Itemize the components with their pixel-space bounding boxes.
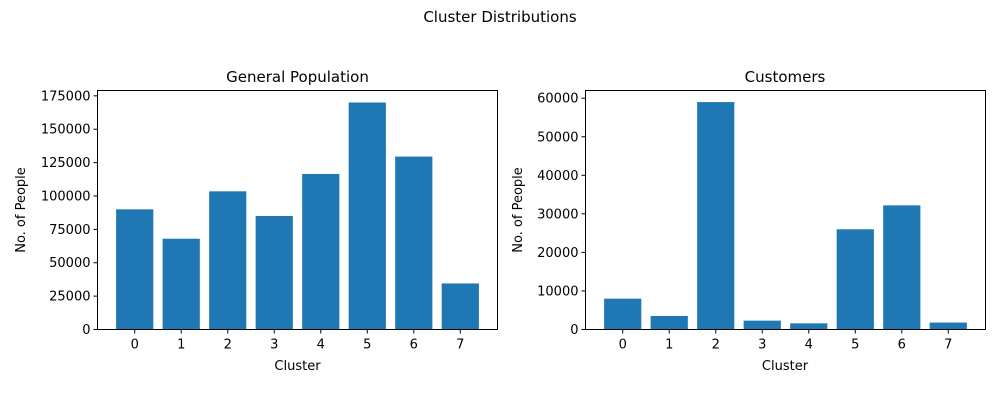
x-tick-label: 0 — [131, 338, 139, 353]
bar-cluster-1 — [650, 316, 688, 330]
y-tick-label: 75000 — [49, 223, 90, 238]
general-population-chart: General Population Cluster No. of People… — [14, 68, 498, 374]
bar-cluster-5 — [348, 102, 386, 330]
x-ticks-group: 0 1 2 3 4 5 6 7 — [619, 329, 952, 353]
plot-frame — [97, 90, 498, 330]
y-tick-label: 20000 — [537, 246, 578, 261]
x-tick-label: 3 — [758, 338, 766, 353]
y-axis-label: No. of People — [511, 167, 526, 253]
y-tick-label: 125000 — [41, 156, 91, 171]
x-tick-label: 5 — [851, 338, 859, 353]
y-axis-label: No. of People — [14, 167, 29, 253]
x-tick-label: 6 — [898, 338, 906, 353]
x-tick-label: 7 — [944, 338, 952, 353]
x-axis-label: Cluster — [762, 359, 809, 374]
y-tick-label: 175000 — [41, 89, 91, 104]
y-tick-label: 50000 — [49, 256, 90, 271]
plot-frame — [585, 90, 986, 330]
x-axis-label: Cluster — [274, 359, 321, 374]
bar-cluster-1 — [162, 238, 200, 330]
bar-cluster-2 — [697, 102, 735, 330]
bar-cluster-7 — [929, 322, 967, 330]
bar-cluster-3 — [255, 216, 293, 330]
bar-cluster-7 — [441, 283, 479, 330]
y-tick-label: 150000 — [41, 123, 91, 138]
x-tick-label: 1 — [177, 338, 185, 353]
y-tick-label: 60000 — [537, 92, 578, 107]
bar-cluster-0 — [116, 209, 154, 330]
x-tick-label: 4 — [317, 338, 325, 353]
y-tick-label: 25000 — [49, 290, 90, 305]
bar-cluster-3 — [743, 320, 781, 330]
x-tick-label: 3 — [270, 338, 278, 353]
y-tick-label: 100000 — [41, 189, 91, 204]
x-tick-label: 6 — [410, 338, 418, 353]
y-tick-label: 0 — [570, 323, 578, 338]
x-tick-label: 5 — [363, 338, 371, 353]
x-tick-label: 2 — [712, 338, 720, 353]
x-tick-label: 0 — [619, 338, 627, 353]
x-tick-label: 1 — [665, 338, 673, 353]
y-tick-label: 0 — [82, 323, 90, 338]
bars-group — [604, 102, 967, 330]
y-tick-label: 30000 — [537, 207, 578, 222]
bar-cluster-2 — [209, 191, 247, 330]
bar-cluster-0 — [604, 298, 642, 330]
x-tick-label: 7 — [456, 338, 464, 353]
x-ticks-group: 0 1 2 3 4 5 6 7 — [131, 329, 464, 353]
bars-group — [116, 102, 479, 330]
bar-cluster-6 — [883, 205, 921, 330]
y-ticks-group: 0 10000 20000 30000 40000 50000 60000 — [537, 92, 586, 338]
chart-title: General Population — [226, 68, 369, 86]
y-tick-label: 10000 — [537, 284, 578, 299]
customers-chart: Customers Cluster No. of People 0 1 2 3 4 5 6 7… — [511, 68, 986, 374]
x-tick-label: 2 — [224, 338, 232, 353]
y-ticks-group: 0 25000 50000 75000 100000 125000 150000 175000 — [41, 89, 98, 338]
bar-cluster-6 — [395, 156, 433, 330]
x-tick-label: 4 — [805, 338, 813, 353]
bar-cluster-4 — [302, 173, 340, 330]
bar-cluster-4 — [790, 323, 828, 330]
figure-title: Cluster Distributions — [423, 8, 577, 26]
y-tick-label: 50000 — [537, 130, 578, 145]
bar-cluster-5 — [836, 229, 874, 330]
y-tick-label: 40000 — [537, 169, 578, 184]
chart-title: Customers — [745, 68, 826, 86]
